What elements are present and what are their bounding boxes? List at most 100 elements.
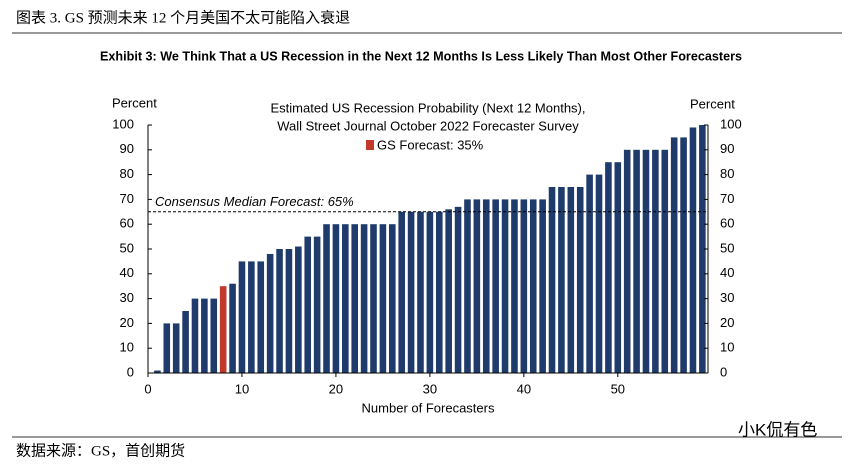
- bar: [623, 149, 631, 373]
- bar: [501, 199, 509, 373]
- bar: [426, 211, 434, 373]
- bar: [558, 187, 565, 373]
- y-tick-label: 70: [120, 191, 134, 206]
- bar: [511, 199, 518, 373]
- chart-title: Exhibit 3: We Think That a US Recession …: [100, 48, 742, 63]
- bar: [398, 211, 405, 373]
- bar: [257, 261, 265, 373]
- bar: [482, 199, 490, 373]
- bar: [473, 199, 481, 373]
- x-tick-label: 0: [144, 381, 151, 396]
- y-axis-label: Percent: [112, 95, 157, 110]
- y-tick-label: 50: [120, 240, 134, 255]
- bar: [605, 162, 612, 373]
- bar: [661, 149, 669, 373]
- bar: [435, 211, 443, 373]
- y2-tick-label: 100: [720, 116, 742, 131]
- bar: [154, 370, 161, 373]
- bar: [464, 199, 471, 373]
- y-tick-label: 40: [120, 265, 134, 280]
- y-tick-label: 90: [120, 141, 134, 156]
- x-axis-label: Number of Forecasters: [362, 400, 495, 415]
- bar: [266, 253, 274, 373]
- bar: [172, 323, 180, 373]
- y2-tick-label: 50: [720, 240, 734, 255]
- bar: [295, 246, 302, 373]
- bar: [539, 199, 546, 373]
- y2-tick-label: 60: [720, 216, 734, 231]
- bar: [248, 261, 255, 373]
- y-tick-label: 20: [120, 315, 134, 330]
- bar: [614, 162, 622, 373]
- reference-label: Consensus Median Forecast: 65%: [155, 194, 354, 209]
- bar: [670, 137, 678, 373]
- y2-tick-label: 0: [720, 364, 727, 379]
- bar: [586, 174, 593, 373]
- watermark: 小K侃有色: [738, 420, 817, 439]
- bar: [633, 149, 640, 373]
- caption: 图表 3. GS 预测未来 12 个月美国不太可能陷入衰退: [16, 9, 350, 26]
- bar: [567, 187, 575, 373]
- x-tick-label: 10: [235, 381, 249, 396]
- bar: [417, 211, 424, 373]
- y-tick-label: 60: [120, 216, 134, 231]
- bar: [191, 298, 199, 373]
- x-tick-label: 50: [611, 381, 625, 396]
- y2-axis-label: Percent: [690, 96, 735, 111]
- y-tick-label: 0: [127, 364, 134, 379]
- bar: [332, 224, 340, 373]
- bar: [379, 224, 387, 373]
- chart-subtitle: Estimated US Recession Probability (Next…: [270, 100, 585, 115]
- bar: [548, 187, 556, 373]
- bar: [182, 311, 189, 373]
- legend-swatch: [366, 140, 374, 150]
- y-tick-label: 80: [120, 166, 134, 181]
- bar: [360, 224, 368, 373]
- bar: [370, 224, 377, 373]
- bar: [389, 224, 396, 373]
- y2-tick-label: 90: [720, 141, 734, 156]
- source: 数据来源：GS，首创期货: [16, 442, 185, 459]
- bar: [285, 249, 293, 373]
- y2-tick-label: 40: [720, 265, 734, 280]
- bar: [689, 127, 697, 373]
- x-tick-label: 30: [423, 381, 437, 396]
- y2-tick-label: 80: [720, 166, 734, 181]
- y2-tick-label: 30: [720, 290, 734, 305]
- bar: [201, 298, 208, 373]
- bar: [238, 261, 246, 373]
- bar: [163, 323, 171, 373]
- bar: [219, 286, 227, 373]
- bar: [680, 137, 687, 373]
- bar: [699, 125, 706, 373]
- bar: [652, 149, 659, 373]
- bar: [351, 224, 358, 373]
- y-tick-label: 100: [112, 116, 134, 131]
- bar: [342, 224, 349, 373]
- y-tick-label: 30: [120, 290, 134, 305]
- y2-tick-label: 20: [720, 315, 734, 330]
- bar: [576, 187, 584, 373]
- bar: [304, 236, 312, 373]
- bar: [529, 199, 537, 373]
- bar: [445, 209, 452, 373]
- chart-subtitle: Wall Street Journal October 2022 Forecas…: [277, 118, 579, 133]
- y-tick-label: 10: [120, 340, 134, 355]
- bar: [407, 211, 415, 373]
- bar: [520, 199, 528, 373]
- bar: [210, 298, 218, 373]
- bar: [492, 199, 499, 373]
- x-tick-label: 40: [517, 381, 531, 396]
- bar: [276, 249, 283, 373]
- bar: [323, 224, 330, 373]
- bar: [454, 206, 462, 373]
- bar: [313, 236, 321, 373]
- bar: [229, 283, 236, 373]
- y2-tick-label: 10: [720, 340, 734, 355]
- bar: [595, 174, 603, 373]
- legend-label: GS Forecast: 35%: [377, 137, 484, 152]
- x-tick-label: 20: [329, 381, 343, 396]
- bar: [642, 149, 650, 373]
- y2-tick-label: 70: [720, 191, 734, 206]
